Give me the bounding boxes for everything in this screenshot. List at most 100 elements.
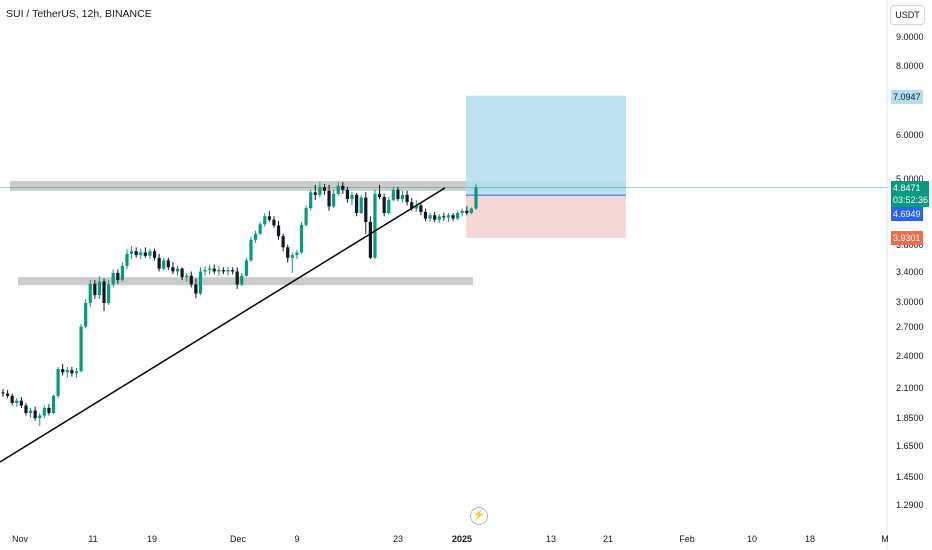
candle-body — [391, 189, 395, 201]
candle-body — [175, 268, 180, 272]
candle-body — [1, 392, 5, 394]
candle-body — [125, 253, 129, 266]
candle-body — [185, 275, 189, 278]
candle-body — [465, 210, 469, 213]
candle-body — [387, 200, 391, 213]
candle-body — [332, 193, 336, 207]
candle-body — [446, 215, 451, 218]
candle-body — [148, 251, 152, 256]
profit-zone — [466, 95, 626, 196]
candle-body — [400, 194, 405, 200]
candle-body — [143, 252, 147, 256]
candle-body — [442, 216, 446, 218]
candle-body — [38, 415, 42, 419]
price-tick: 2.1000 — [896, 382, 924, 393]
time-label: 21 — [602, 534, 614, 544]
candle-body — [134, 251, 138, 256]
candle-body — [47, 407, 51, 413]
candle-body — [139, 252, 143, 256]
loss-zone — [466, 195, 626, 238]
time-label: Nov — [11, 534, 29, 544]
candle-body — [79, 326, 83, 372]
candle-body — [28, 410, 33, 413]
candle-body — [74, 371, 79, 374]
symbol-title: SUI / TetherUS, 12h, BINANCE — [6, 8, 152, 20]
candle-body — [290, 255, 294, 258]
price-tick: 5.0000 — [896, 174, 924, 184]
candle-body — [373, 193, 377, 258]
candle-body — [309, 192, 313, 209]
candle-body — [295, 252, 299, 256]
candle-body — [208, 268, 212, 271]
candle-body — [405, 194, 409, 203]
candle-body — [162, 260, 166, 269]
price-tick: 1.4500 — [896, 472, 924, 483]
price-tick: 9.0000 — [896, 32, 924, 43]
candle-body — [345, 189, 350, 200]
candle-body — [267, 216, 271, 220]
time-label: 9 — [294, 534, 300, 544]
candle-body — [368, 221, 372, 258]
candle-body — [84, 303, 88, 327]
candle-body — [286, 247, 290, 258]
support-zone — [18, 277, 473, 286]
time-label: 19 — [146, 534, 158, 544]
candle-body — [428, 215, 432, 219]
trendline — [0, 187, 446, 463]
candle-body — [51, 395, 56, 413]
current-price-value: 4.8471 — [893, 183, 921, 193]
candle-body — [65, 370, 69, 373]
candle-body — [102, 281, 106, 303]
time-label: 2025 — [451, 534, 473, 544]
candle-body — [212, 268, 216, 272]
candle-body — [341, 185, 345, 190]
candle-body — [355, 194, 359, 213]
candle-body — [240, 275, 244, 285]
candle-body — [171, 267, 175, 272]
price-tick: 1.8500 — [896, 413, 924, 424]
candle-body — [221, 270, 226, 272]
candle-body — [336, 185, 340, 194]
candle-body — [88, 283, 92, 303]
bolt-icon[interactable]: ⚡ — [470, 507, 488, 525]
candle-body — [157, 257, 161, 269]
candle-body — [423, 211, 428, 219]
price-tick: 1.2900 — [896, 500, 924, 511]
candle-body — [419, 205, 423, 212]
price-tick: 3.8000 — [896, 240, 924, 251]
currency-button[interactable]: USDT — [890, 5, 925, 25]
candle-body — [120, 265, 124, 281]
candle-body — [15, 400, 19, 404]
candle-body — [231, 270, 235, 272]
entry-price-badge: 4.6949 — [891, 207, 923, 221]
candle-body — [272, 219, 276, 226]
candle-body — [364, 197, 368, 222]
candle-body — [249, 239, 253, 261]
time-label: M — [881, 534, 889, 544]
candle-body — [129, 251, 134, 254]
candle-body — [410, 202, 414, 209]
candle-body — [456, 212, 460, 219]
candle-body — [258, 224, 262, 234]
stop-price-badge: 3.9301 — [891, 231, 923, 245]
candle-body — [359, 197, 363, 213]
time-label: Feb — [679, 534, 695, 544]
candle-body — [10, 395, 14, 404]
candle-body — [322, 187, 327, 191]
candle-body — [244, 260, 248, 276]
price-tick: 2.7000 — [896, 322, 924, 333]
candle-body — [299, 224, 304, 253]
price-tick: 3.4000 — [896, 266, 924, 277]
candle-body — [61, 369, 65, 373]
price-tick: 8.0000 — [896, 60, 924, 71]
candle-body — [469, 208, 474, 213]
candle-body — [24, 405, 28, 413]
candle-body — [474, 187, 478, 209]
candle-body — [281, 236, 285, 248]
candle-body — [350, 194, 354, 200]
time-label: 11 — [88, 534, 98, 544]
price-tick: 2.4000 — [896, 350, 924, 361]
candle-body — [318, 187, 322, 195]
candle-body — [437, 216, 441, 220]
